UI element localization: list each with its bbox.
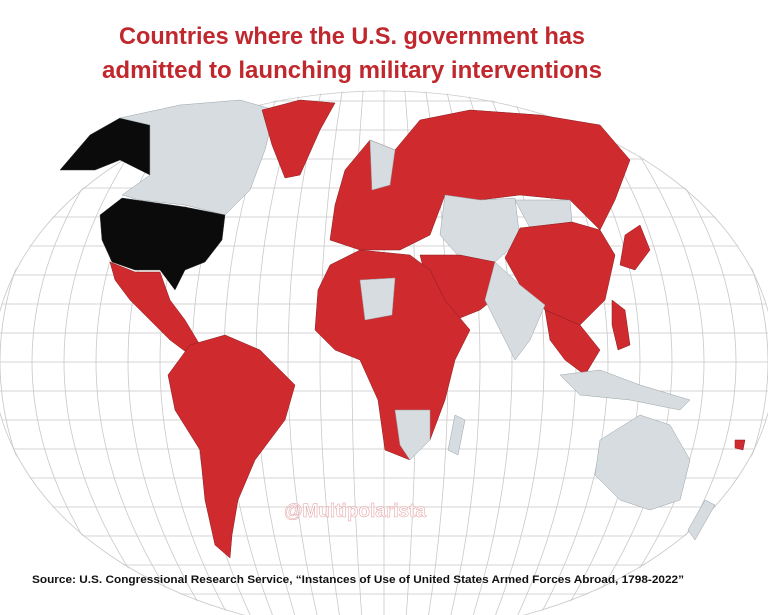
australia [594, 414, 691, 511]
source-note: Source: U.S. Congressional Research Serv… [32, 574, 684, 586]
japan-korea [619, 224, 651, 271]
india [484, 261, 546, 361]
philippines [611, 299, 631, 351]
madagascar [447, 414, 466, 456]
eurasia-north [329, 109, 631, 251]
scandinavia [369, 139, 396, 191]
china [504, 221, 616, 326]
fiji [734, 439, 746, 451]
meridian [319, 90, 343, 615]
globe-outline [0, 90, 768, 615]
title-line: Countries where the U.S. government has [119, 23, 585, 50]
southern-africa [394, 409, 431, 461]
africa-gray [359, 277, 396, 321]
land [59, 99, 746, 559]
greenland [261, 99, 336, 179]
indonesia [559, 369, 691, 411]
watermark: @Multipolarista [284, 501, 426, 522]
central-asia [439, 194, 521, 263]
south-america [167, 334, 296, 559]
title-line: admitted to launching military intervent… [102, 57, 602, 84]
meridian [591, 90, 705, 615]
meridian [63, 90, 177, 615]
usa [99, 197, 226, 291]
meridian [287, 90, 322, 615]
new-zealand [687, 499, 716, 541]
